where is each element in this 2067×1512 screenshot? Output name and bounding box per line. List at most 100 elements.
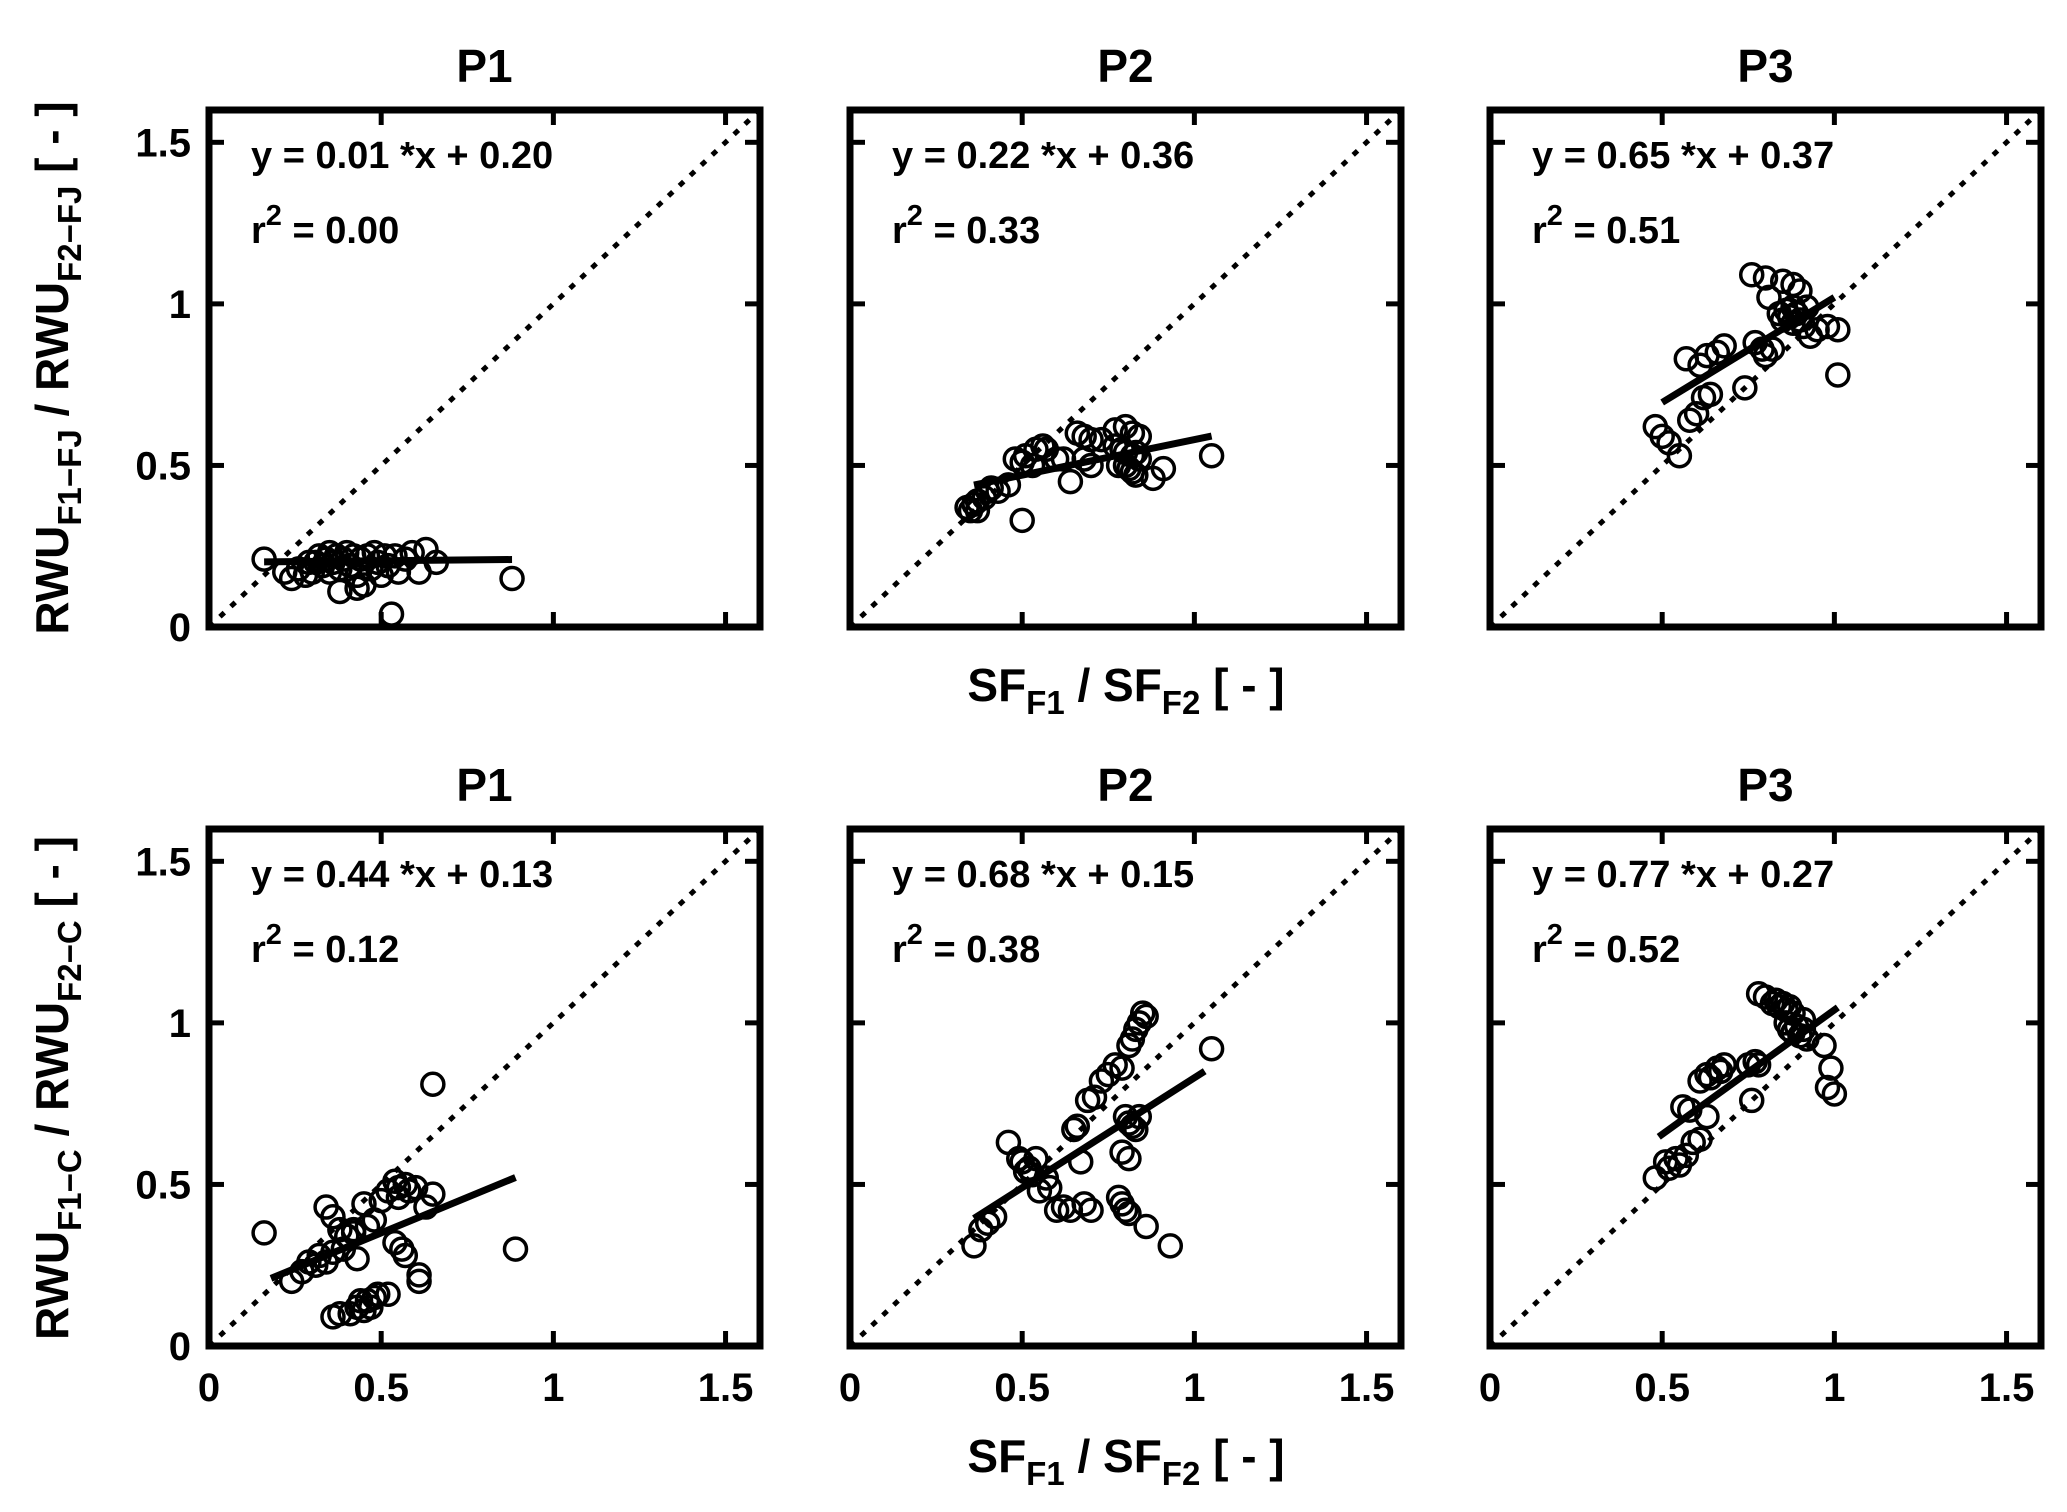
data-point xyxy=(1814,1074,1841,1101)
equation-label: y = 0.22 *x + 0.36 xyxy=(892,135,1194,177)
identity-line xyxy=(848,827,1403,1348)
data-point xyxy=(1704,339,1731,366)
data-point xyxy=(964,497,991,524)
y-tick-label: 1 xyxy=(169,283,191,327)
data-point xyxy=(1129,1000,1156,1026)
y-label-subscript: F1−C xyxy=(51,1149,88,1231)
data-point xyxy=(1112,1197,1139,1224)
data-point xyxy=(1198,442,1225,469)
data-point xyxy=(1133,1003,1159,1030)
data-point xyxy=(1745,1052,1772,1078)
data-point xyxy=(1133,1213,1159,1240)
data-point xyxy=(378,601,405,627)
data-point xyxy=(1732,375,1758,401)
data-point xyxy=(320,1239,346,1266)
data-point xyxy=(1023,1145,1049,1172)
y-label-text: [ - ] xyxy=(26,836,78,921)
data-point xyxy=(1009,507,1035,534)
x-label-text: / SF xyxy=(1064,1430,1162,1482)
data-point xyxy=(1150,455,1177,482)
data-point xyxy=(1026,1178,1053,1204)
data-point xyxy=(306,1242,332,1269)
data-point xyxy=(1738,262,1765,288)
x-label-text: [ - ] xyxy=(1200,1430,1285,1482)
identity-line xyxy=(1488,827,2043,1348)
r-squared-label: r2 = 0.12 xyxy=(251,919,399,971)
equation-label: y = 0.68 *x + 0.15 xyxy=(892,854,1194,896)
equation-label: y = 0.01 *x + 0.20 xyxy=(251,135,553,177)
y-label-text: RWU xyxy=(26,525,78,635)
data-point xyxy=(1036,1174,1063,1201)
y-label-subscript: F1−FJ xyxy=(51,429,88,526)
data-point xyxy=(1790,1006,1817,1033)
data-point xyxy=(502,1236,529,1262)
data-point xyxy=(1738,1087,1765,1114)
data-point xyxy=(1030,433,1056,459)
data-point xyxy=(382,543,408,569)
panel-p2-row0: P2 y = 0.22 *x + 0.36 r2 = 0.33 xyxy=(846,40,1405,631)
data-point xyxy=(1057,1197,1084,1224)
y-tick-label: 0 xyxy=(169,1325,191,1369)
x-tick-label: 0.5 xyxy=(1634,1366,1690,1410)
data-point xyxy=(1814,313,1841,340)
y-label-text: / RWU xyxy=(26,1001,78,1150)
data-point xyxy=(375,1281,401,1308)
data-point xyxy=(1198,1035,1225,1062)
data-point xyxy=(327,1300,353,1327)
x-tick-label: 0 xyxy=(1479,1366,1501,1410)
data-point xyxy=(1694,1103,1720,1130)
x-label-subscript: F1 xyxy=(1026,684,1065,721)
panel-box xyxy=(205,106,764,631)
data-point xyxy=(1794,1026,1820,1052)
data-point xyxy=(1825,316,1851,343)
data-point xyxy=(423,549,450,576)
x-label-text: SF xyxy=(967,1430,1027,1482)
data-point xyxy=(1116,1145,1142,1172)
x-tick-label: 1.5 xyxy=(1979,1366,2035,1410)
equation-label: y = 0.44 *x + 0.13 xyxy=(251,854,553,896)
data-point xyxy=(1057,468,1084,495)
data-point xyxy=(1043,446,1070,472)
data-point xyxy=(995,472,1022,498)
x-tick-label: 0 xyxy=(198,1366,220,1410)
data-point xyxy=(327,1216,353,1243)
data-point xyxy=(1071,446,1097,472)
panel-box xyxy=(205,825,764,1350)
panel-box xyxy=(1486,825,2045,1350)
data-point xyxy=(251,1220,277,1246)
data-point xyxy=(995,1129,1022,1156)
data-point xyxy=(1019,1161,1046,1188)
data-point xyxy=(1109,1055,1135,1081)
data-point xyxy=(1649,423,1675,450)
data-point xyxy=(1673,346,1700,372)
data-point xyxy=(1071,1191,1097,1217)
data-point xyxy=(1673,1142,1700,1169)
data-point xyxy=(1821,1081,1848,1107)
data-point xyxy=(1061,1116,1087,1143)
x-axis-label-bottom-row: SFF1 / SFF2 [ - ] xyxy=(967,1429,1284,1493)
panel-p2-row1: 0 0.5 1 1.5 P2 y = 0.68 *x + 0.15 r2 = 0.38 xyxy=(839,759,1405,1410)
panel-title: P2 xyxy=(1097,759,1153,811)
r-squared-label: r2 = 0.00 xyxy=(251,200,399,252)
data-point xyxy=(1811,1032,1837,1059)
data-point xyxy=(1683,400,1710,427)
panel-p1-row0: 0 0.5 1 1.5 P1 y = 0.01 *x + 0.20 r2 = 0.00 xyxy=(135,40,764,650)
y-label-text: [ - ] xyxy=(26,101,78,186)
data-point xyxy=(1157,1233,1184,1259)
data-point xyxy=(406,1268,432,1295)
data-point xyxy=(392,546,419,572)
data-point xyxy=(406,1262,432,1288)
data-point xyxy=(1067,1149,1094,1175)
panel-box xyxy=(846,106,1405,631)
y-label-subscript: F2−C xyxy=(51,920,88,1002)
panel-p1-row1: 0 0.5 1 1.5 0 0.5 1 1.5 P1 y = 0.44 *x + 0.13 r2 =… xyxy=(135,759,764,1410)
r-squared-label: r2 = 0.52 xyxy=(1532,919,1680,971)
data-point xyxy=(1676,407,1703,433)
data-point xyxy=(1711,333,1737,359)
data-point xyxy=(1109,1139,1135,1165)
panel-title: P1 xyxy=(456,40,512,92)
data-point xyxy=(1116,455,1142,482)
data-point xyxy=(361,1284,388,1311)
data-point xyxy=(1116,1200,1142,1227)
data-point xyxy=(961,1233,987,1259)
